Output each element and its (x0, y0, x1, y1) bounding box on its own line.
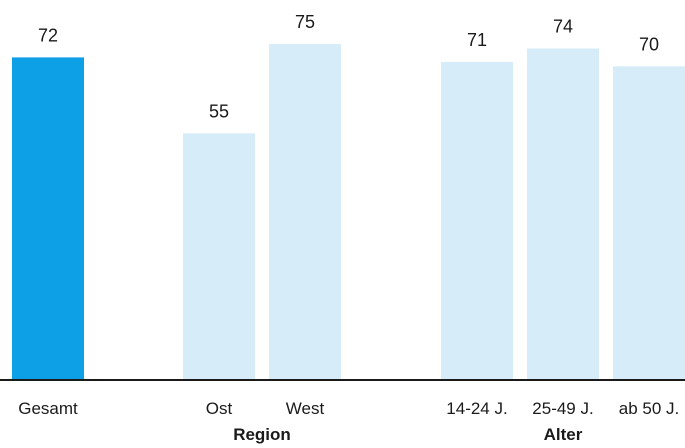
category-labels-layer: Gesamt Ost West 14-24 J. 25-49 J. ab 50 J. (18, 399, 679, 418)
bar-14-24-j (441, 61, 513, 379)
bars-layer (12, 44, 685, 380)
category-label: Ost (206, 399, 233, 418)
bar-ost (183, 133, 255, 379)
category-label: ab 50 J. (619, 399, 680, 418)
category-label: Gesamt (18, 399, 78, 418)
value-label: 71 (467, 30, 487, 50)
bar-gesamt (12, 57, 84, 380)
value-label: 55 (209, 101, 229, 121)
bar-west (269, 44, 341, 379)
value-labels-layer: 72 55 75 71 74 70 (38, 12, 659, 121)
group-labels-layer: Region Alter (233, 425, 583, 444)
value-label: 74 (553, 16, 573, 36)
bar-ab-50-j (613, 66, 685, 379)
bar-25-49-j (527, 48, 599, 379)
value-label: 75 (295, 12, 315, 32)
value-label: 70 (639, 34, 659, 54)
category-label: 14-24 J. (446, 399, 507, 418)
group-label-alter: Alter (544, 425, 583, 444)
value-label: 72 (38, 25, 58, 45)
group-label-region: Region (233, 425, 291, 444)
category-label: West (286, 399, 325, 418)
category-label: 25-49 J. (532, 399, 593, 418)
